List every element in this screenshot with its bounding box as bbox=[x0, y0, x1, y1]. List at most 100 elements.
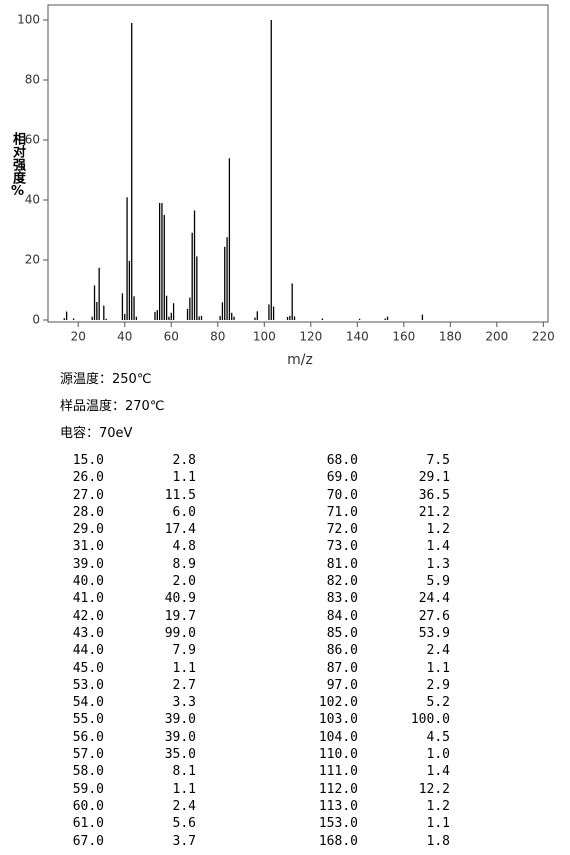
intensity-cell: 53.9 bbox=[418, 625, 450, 641]
intensity-cell: 1.1 bbox=[172, 470, 196, 486]
table-row: 31.0 4.8 73.0 1.4 bbox=[64, 538, 450, 555]
y-tick-label: 20 bbox=[25, 253, 40, 267]
x-tick-label: 180 bbox=[439, 330, 462, 344]
intensity-cell: 5.9 bbox=[426, 574, 450, 590]
intensity-cell: 2.7 bbox=[172, 677, 196, 693]
x-tick-label: 140 bbox=[346, 330, 369, 344]
table-row: 40.0 2.0 82.0 5.9 bbox=[64, 573, 450, 590]
x-tick-label: 20 bbox=[71, 330, 86, 344]
mz-cell: 31.0 bbox=[72, 539, 104, 555]
mz-cell: 168.0 bbox=[318, 833, 358, 849]
intensity-cell: 39.0 bbox=[164, 729, 196, 745]
intensity-cell: 40.9 bbox=[164, 591, 196, 607]
y-axis-label: 相对强度% bbox=[10, 132, 25, 199]
x-tick-label: 100 bbox=[253, 330, 276, 344]
intensity-cell: 12.2 bbox=[418, 781, 450, 797]
table-row: 45.0 1.1 87.0 1.1 bbox=[64, 660, 450, 677]
mz-cell: 42.0 bbox=[72, 608, 104, 624]
x-axis-label: m/z bbox=[287, 352, 313, 368]
table-row: 28.0 6.0 71.0 21.2 bbox=[64, 504, 450, 521]
mz-cell: 61.0 bbox=[72, 816, 104, 832]
x-tick-label: 120 bbox=[299, 330, 322, 344]
mz-cell: 55.0 bbox=[72, 712, 104, 728]
mz-cell: 60.0 bbox=[72, 798, 104, 814]
y-tick-label: 0 bbox=[32, 313, 40, 327]
intensity-cell: 19.7 bbox=[164, 608, 196, 624]
mz-cell: 111.0 bbox=[318, 764, 358, 780]
x-tick-label: 160 bbox=[392, 330, 415, 344]
table-row: 60.0 2.4 113.0 1.2 bbox=[64, 798, 450, 815]
mz-cell: 82.0 bbox=[326, 574, 358, 590]
table-row: 56.0 39.0 104.0 4.5 bbox=[64, 729, 450, 746]
intensity-cell: 1.2 bbox=[426, 522, 450, 538]
mz-cell: 40.0 bbox=[72, 574, 104, 590]
y-tick-label: 80 bbox=[25, 73, 40, 87]
table-row: 57.0 35.0 110.0 1.0 bbox=[64, 746, 450, 763]
mz-cell: 83.0 bbox=[326, 591, 358, 607]
intensity-cell: 5.6 bbox=[172, 816, 196, 832]
mz-cell: 86.0 bbox=[326, 643, 358, 659]
intensity-cell: 2.8 bbox=[172, 453, 196, 468]
table-row: 54.0 3.3 102.0 5.2 bbox=[64, 694, 450, 711]
mz-cell: 59.0 bbox=[72, 781, 104, 797]
mz-cell: 103.0 bbox=[318, 712, 358, 728]
x-tick-label: 80 bbox=[210, 330, 225, 344]
table-row: 41.0 40.9 83.0 24.4 bbox=[64, 590, 450, 607]
mz-cell: 71.0 bbox=[326, 504, 358, 520]
y-tick-label: 60 bbox=[25, 133, 40, 147]
intensity-cell: 2.9 bbox=[426, 677, 450, 693]
mz-cell: 28.0 bbox=[72, 504, 104, 520]
intensity-cell: 36.5 bbox=[418, 487, 450, 503]
mz-cell: 39.0 bbox=[72, 556, 104, 572]
intensity-cell: 39.0 bbox=[164, 712, 196, 728]
table-row: 44.0 7.9 86.0 2.4 bbox=[64, 642, 450, 659]
mz-cell: 43.0 bbox=[72, 625, 104, 641]
peak-table: 15.0 2.8 68.0 7.5 26.0 1.1 69.0 29.1 27.0 11.5 70.… bbox=[64, 452, 450, 850]
table-row: 27.0 11.5 70.0 36.5 bbox=[64, 487, 450, 504]
mz-cell: 45.0 bbox=[72, 660, 104, 676]
intensity-cell: 1.4 bbox=[426, 539, 450, 555]
condition: 电容：70eV bbox=[60, 426, 133, 441]
intensity-cell: 3.3 bbox=[172, 695, 196, 711]
table-row: 42.0 19.7 84.0 27.6 bbox=[64, 608, 450, 625]
mz-cell: 56.0 bbox=[72, 729, 104, 745]
plot-frame bbox=[47, 4, 549, 323]
intensity-cell: 11.5 bbox=[164, 487, 196, 503]
mz-cell: 72.0 bbox=[326, 522, 358, 538]
x-tick-label: 60 bbox=[164, 330, 179, 344]
intensity-cell: 1.1 bbox=[426, 660, 450, 676]
y-tick-label: 40 bbox=[25, 193, 40, 207]
intensity-cell: 1.3 bbox=[426, 556, 450, 572]
mz-cell: 44.0 bbox=[72, 643, 104, 659]
intensity-cell: 21.2 bbox=[418, 504, 450, 520]
intensity-cell: 2.4 bbox=[172, 798, 196, 814]
table-row: 59.0 1.1 112.0 12.2 bbox=[64, 781, 450, 798]
condition: 源温度：250℃ bbox=[60, 372, 152, 387]
intensity-cell: 17.4 bbox=[164, 522, 196, 538]
table-row: 26.0 1.1 69.0 29.1 bbox=[64, 469, 450, 486]
mz-cell: 73.0 bbox=[326, 539, 358, 555]
mz-cell: 87.0 bbox=[326, 660, 358, 676]
table-row: 58.0 8.1 111.0 1.4 bbox=[64, 763, 450, 780]
intensity-cell: 7.9 bbox=[172, 643, 196, 659]
mz-cell: 110.0 bbox=[318, 747, 358, 763]
intensity-cell: 1.1 bbox=[426, 816, 450, 832]
mz-cell: 57.0 bbox=[72, 747, 104, 763]
intensity-cell: 29.1 bbox=[418, 470, 450, 486]
intensity-cell: 1.0 bbox=[426, 747, 450, 763]
mz-cell: 85.0 bbox=[326, 625, 358, 641]
x-tick-label: 40 bbox=[117, 330, 132, 344]
x-tick-label: 220 bbox=[532, 330, 555, 344]
mz-cell: 104.0 bbox=[318, 729, 358, 745]
table-row: 67.0 3.7 168.0 1.8 bbox=[64, 833, 450, 850]
x-tick-label: 200 bbox=[485, 330, 508, 344]
table-row: 43.0 99.0 85.0 53.9 bbox=[64, 625, 450, 642]
mz-cell: 54.0 bbox=[72, 695, 104, 711]
intensity-cell: 6.0 bbox=[172, 504, 196, 520]
intensity-cell: 1.2 bbox=[426, 798, 450, 814]
intensity-cell: 2.0 bbox=[172, 574, 196, 590]
chart: m/z 0 20 40 60 80 100 20 40 60 80 100 120 140 160 180 2… bbox=[17, 4, 555, 368]
intensity-cell: 100.0 bbox=[410, 712, 450, 728]
table-row: 39.0 8.9 81.0 1.3 bbox=[64, 556, 450, 573]
